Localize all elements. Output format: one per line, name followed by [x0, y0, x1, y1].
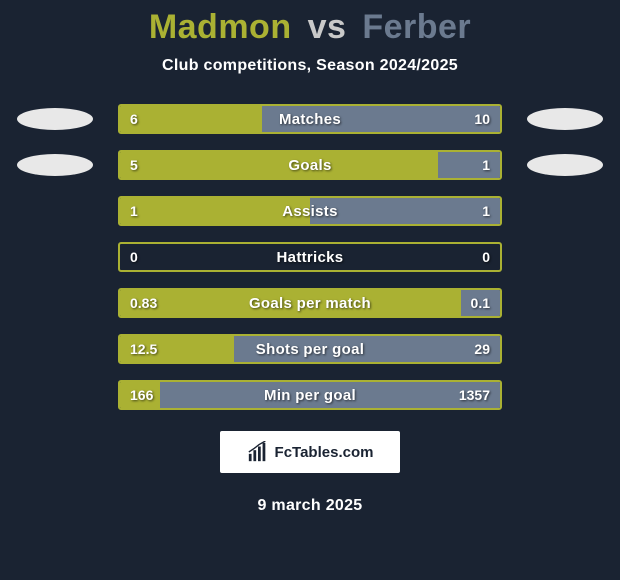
player1-badge: [10, 244, 100, 270]
player2-name: Ferber: [362, 8, 471, 46]
stat-bar: 11Assists: [118, 196, 502, 226]
stat-row: 1661357Min per goal: [10, 379, 610, 411]
player1-badge: [10, 198, 100, 224]
bar-fill-right: [234, 336, 500, 362]
bar-border: [118, 242, 502, 272]
stat-row: 610Matches: [10, 103, 610, 135]
bar-fill-left: [120, 336, 234, 362]
player2-badge: [520, 152, 610, 178]
bar-fill-left: [120, 152, 438, 178]
bar-fill-right: [262, 106, 500, 132]
player2-badge: [520, 198, 610, 224]
stat-bar: 610Matches: [118, 104, 502, 134]
stat-bar: 1661357Min per goal: [118, 380, 502, 410]
stat-row: 00Hattricks: [10, 241, 610, 273]
player2-badge: [520, 106, 610, 132]
player2-badge: [520, 290, 610, 316]
stat-row: 12.529Shots per goal: [10, 333, 610, 365]
stat-bar: 51Goals: [118, 150, 502, 180]
chart-bars-icon: [247, 441, 269, 463]
player1-badge: [10, 336, 100, 362]
bar-fill-left: [120, 106, 262, 132]
stat-bar: 00Hattricks: [118, 242, 502, 272]
date: 9 march 2025: [0, 497, 620, 515]
comparison-infographic: Madmon vs Ferber Club competitions, Seas…: [0, 0, 620, 580]
bar-fill-right: [438, 152, 500, 178]
title: Madmon vs Ferber: [0, 0, 620, 47]
stat-row: 0.830.1Goals per match: [10, 287, 610, 319]
stats-chart: 610Matches 51Goals 11Assists 00Hattricks 0.8…: [0, 103, 620, 411]
player1-badge: [10, 152, 100, 178]
bar-fill-right: [160, 382, 500, 408]
player1-badge: [10, 382, 100, 408]
player1-name: Madmon: [149, 8, 292, 46]
bar-fill-right: [461, 290, 500, 316]
stat-row: 51Goals: [10, 149, 610, 181]
player2-badge: [520, 336, 610, 362]
bar-fill-left: [120, 290, 461, 316]
player1-badge: [10, 290, 100, 316]
bar-fill-left: [120, 382, 160, 408]
player1-badge: [10, 106, 100, 132]
subtitle: Club competitions, Season 2024/2025: [0, 57, 620, 75]
player2-badge: [520, 382, 610, 408]
stat-bar: 12.529Shots per goal: [118, 334, 502, 364]
stat-bar: 0.830.1Goals per match: [118, 288, 502, 318]
bar-fill-left: [120, 198, 310, 224]
player2-badge: [520, 244, 610, 270]
logo-text: FcTables.com: [275, 444, 374, 461]
fctables-logo: FcTables.com: [220, 431, 400, 473]
vs-text: vs: [308, 8, 347, 46]
bar-fill-right: [310, 198, 500, 224]
stat-row: 11Assists: [10, 195, 610, 227]
